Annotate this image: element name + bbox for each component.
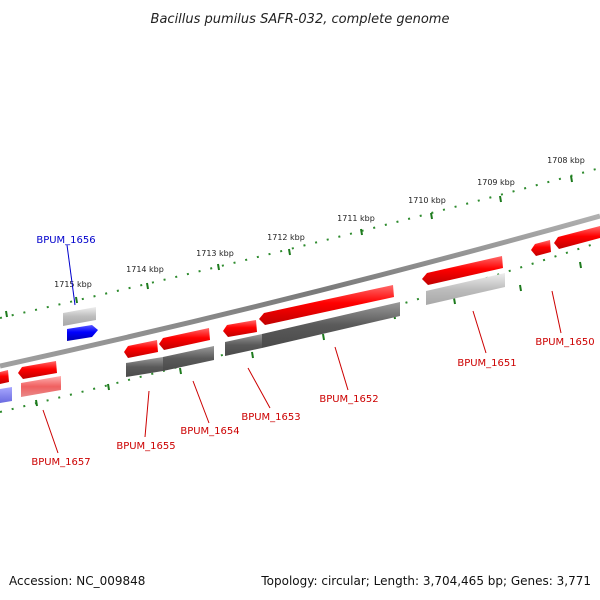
genome-backbone bbox=[0, 213, 600, 369]
gene-label-bpum-1654[interactable]: BPUM_1654 bbox=[180, 426, 239, 437]
outer-strand-genes bbox=[0, 226, 600, 384]
gene-bpum-1651-outer[interactable] bbox=[422, 256, 503, 285]
match-block-1655 bbox=[126, 357, 163, 377]
gene-bpum-1657-outer[interactable] bbox=[18, 361, 57, 379]
gene-label-bpum-1657[interactable]: BPUM_1657 bbox=[31, 457, 90, 468]
tick-label-1715: 1715 kbp bbox=[54, 280, 92, 289]
map-title: Bacillus pumilus SAFR-032, complete geno… bbox=[151, 12, 450, 27]
gene-label-bpum-1652[interactable]: BPUM_1652 bbox=[319, 394, 378, 405]
match-block-1654 bbox=[163, 346, 214, 371]
tick-label-1708: 1708 kbp bbox=[547, 156, 585, 165]
gene-label-bpum-1651[interactable]: BPUM_1651 bbox=[457, 358, 516, 369]
match-block-1657 bbox=[21, 376, 61, 397]
gene-bpum-1653-outer[interactable] bbox=[223, 320, 257, 337]
gene-label-bpum-1653[interactable]: BPUM_1653 bbox=[241, 412, 300, 423]
tick-label-1711: 1711 kbp bbox=[337, 214, 375, 223]
match-block-1651 bbox=[426, 273, 505, 305]
gene-bpum-1654-outer[interactable] bbox=[159, 328, 210, 350]
match-block-left-edge bbox=[0, 387, 12, 403]
match-block-1652 bbox=[262, 302, 400, 348]
gene-bpum-1655-outer[interactable] bbox=[124, 340, 158, 358]
gene-label-bpum-1656[interactable]: BPUM_1656 bbox=[36, 235, 95, 246]
gene-label-bpum-1650[interactable]: BPUM_1650 bbox=[535, 337, 594, 348]
match-block-1653 bbox=[225, 334, 262, 356]
gene-right-edge-outer[interactable] bbox=[554, 226, 600, 249]
tick-label-1713: 1713 kbp bbox=[196, 249, 234, 258]
gene-label-bpum-1655[interactable]: BPUM_1655 bbox=[116, 441, 175, 452]
accession-text: Accession: NC_009848 bbox=[9, 574, 146, 588]
tick-label-1709: 1709 kbp bbox=[477, 178, 515, 187]
outer-major-ticks bbox=[5, 175, 573, 318]
gene-bpum-1656-outer[interactable] bbox=[67, 325, 98, 341]
comparison-track bbox=[0, 273, 505, 403]
tick-label-1710: 1710 kbp bbox=[408, 196, 446, 205]
gene-left-edge-outer[interactable] bbox=[0, 370, 9, 384]
genome-summary-text: Topology: circular; Length: 3,704,465 bp… bbox=[261, 574, 591, 588]
match-block-1656 bbox=[63, 307, 96, 326]
gene-bpum-1652-outer[interactable] bbox=[259, 285, 394, 325]
gene-bpum-1650-outer[interactable] bbox=[531, 240, 551, 256]
tick-label-1712: 1712 kbp bbox=[267, 233, 305, 242]
tick-label-1714: 1714 kbp bbox=[126, 265, 164, 274]
leader-lines bbox=[42, 244, 562, 454]
inner-major-ticks bbox=[35, 261, 582, 407]
